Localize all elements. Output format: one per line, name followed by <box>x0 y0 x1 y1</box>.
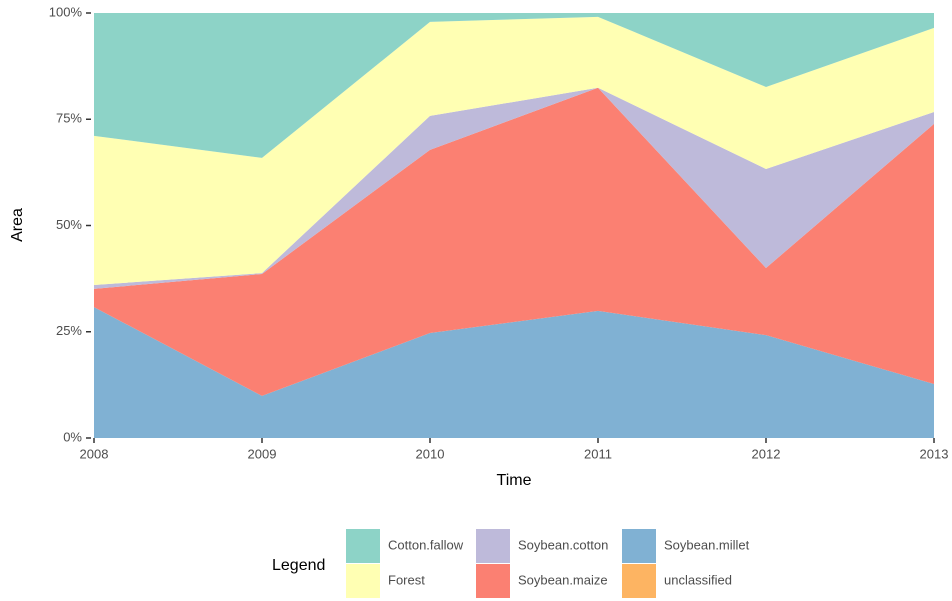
x-tick-label: 2013 <box>920 446 949 461</box>
legend-label: Soybean.millet <box>664 537 750 552</box>
y-axis-title: Area <box>9 208 26 242</box>
legend-label: Soybean.maize <box>518 572 608 587</box>
x-tick-label: 2008 <box>80 446 109 461</box>
y-tick-label: 75% <box>56 111 82 126</box>
area <box>94 87 934 289</box>
area <box>94 307 934 438</box>
legend-label: Cotton.fallow <box>388 537 464 552</box>
x-tick-label: 2010 <box>416 446 445 461</box>
legend-label: unclassified <box>664 572 732 587</box>
y-tick-label: 25% <box>56 323 82 338</box>
legend-label: Soybean.cotton <box>518 537 608 552</box>
legend-swatch <box>622 529 656 563</box>
x-tick-label: 2012 <box>752 446 781 461</box>
legend-title: Legend <box>272 557 325 574</box>
area <box>94 87 934 396</box>
area <box>94 13 934 158</box>
x-tick-label: 2009 <box>248 446 277 461</box>
x-tick-label: 2011 <box>584 446 612 461</box>
y-tick-label: 100% <box>49 4 83 19</box>
legend-swatch <box>346 529 380 563</box>
legend-swatch <box>622 564 656 598</box>
area <box>94 16 934 285</box>
y-tick-label: 0% <box>63 429 82 444</box>
legend-swatch <box>476 529 510 563</box>
x-axis-title: Time <box>497 472 532 489</box>
legend-swatch <box>346 564 380 598</box>
y-tick-label: 50% <box>56 217 82 232</box>
legend-label: Forest <box>388 572 425 587</box>
legend-swatch <box>476 564 510 598</box>
